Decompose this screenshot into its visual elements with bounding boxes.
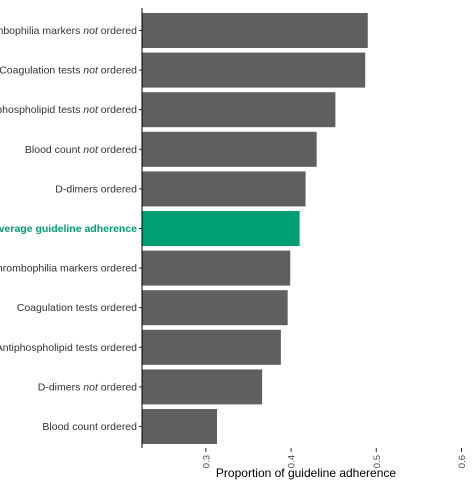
category-label: Thrombophilia markers not ordered [0, 25, 137, 37]
bar [142, 171, 306, 207]
bar [142, 329, 281, 365]
bar-average [142, 211, 300, 246]
bar [142, 409, 217, 444]
bar [142, 250, 291, 286]
category-label-part: Blood count ordered [42, 421, 137, 433]
category-label-part: Thrombophilia markers [0, 25, 83, 37]
category-label-part: ordered [98, 25, 137, 37]
x-tick-label: 0.6 [457, 455, 468, 468]
bars-group [142, 13, 368, 444]
category-label-part: Blood count [25, 144, 83, 156]
category-label-part: D-dimers [38, 381, 84, 393]
category-label-part: not [83, 104, 99, 116]
category-label: Coagulation tests not ordered [0, 65, 137, 77]
category-label: Blood count ordered [42, 421, 137, 433]
bar [142, 290, 288, 326]
category-label: Antiphospholipid tests not ordered [0, 104, 137, 116]
category-label-part: not [83, 65, 99, 77]
category-label-part: D-dimers ordered [55, 183, 137, 195]
category-label-part: ordered [98, 381, 137, 393]
category-label-part: ordered [98, 65, 137, 77]
category-label: D-dimers not ordered [38, 381, 137, 393]
bar [142, 92, 336, 128]
category-label: Coagulation tests ordered [17, 302, 137, 314]
category-label-part: Thrombophilia markers ordered [0, 263, 137, 275]
category-label-part: Coagulation tests [0, 65, 83, 77]
category-label: Thrombophilia markers ordered [0, 263, 137, 275]
bar [142, 131, 317, 167]
x-axis-ticks: 0.3 0.4 0.5 0.6 [201, 448, 468, 468]
category-label: D-dimers ordered [55, 183, 137, 195]
bar [142, 52, 366, 88]
category-label-part: Antiphospholipid tests [0, 104, 83, 116]
category-label-part: Antiphospholipid tests ordered [0, 342, 137, 354]
bar [142, 369, 263, 405]
category-label-part: not [83, 381, 99, 393]
x-axis-title: Proportion of guideline adherence [216, 466, 396, 480]
category-label-part: ordered [98, 104, 137, 116]
category-label: Blood count not ordered [25, 144, 137, 156]
x-tick-label: 0.5 [372, 455, 383, 468]
x-tick-label: 0.4 [287, 455, 298, 468]
category-label-part: not [83, 144, 99, 156]
category-label-part: ordered [98, 144, 137, 156]
bar [142, 13, 368, 48]
x-tick-label: 0.3 [201, 455, 212, 468]
category-labels: Thrombophilia markers not orderedCoagula… [0, 25, 142, 433]
category-label-part: Average guideline adherence [0, 223, 137, 235]
category-label: Antiphospholipid tests ordered [0, 342, 137, 354]
category-label-part: not [83, 25, 99, 37]
category-label-part: Coagulation tests ordered [17, 302, 137, 314]
category-label-average: Average guideline adherence [0, 223, 137, 235]
